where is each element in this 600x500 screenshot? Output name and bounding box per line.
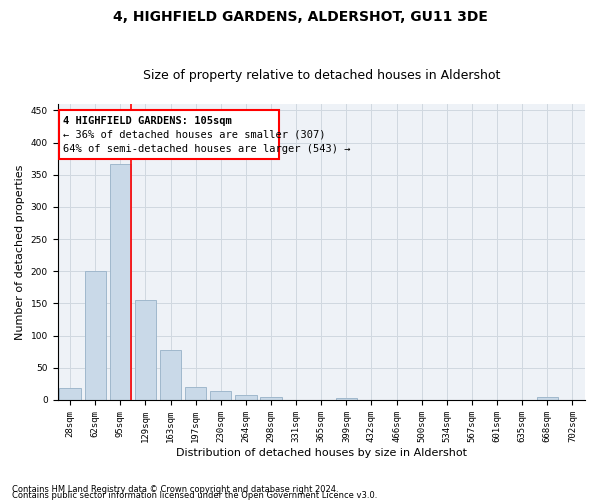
- Bar: [59, 110, 278, 158]
- Text: Contains public sector information licensed under the Open Government Licence v3: Contains public sector information licen…: [12, 490, 377, 500]
- Bar: [336, 398, 357, 400]
- Text: Contains HM Land Registry data © Crown copyright and database right 2024.: Contains HM Land Registry data © Crown c…: [12, 484, 338, 494]
- Bar: [110, 164, 131, 400]
- Bar: [135, 300, 156, 400]
- Bar: [536, 398, 558, 400]
- Bar: [185, 387, 206, 400]
- Title: Size of property relative to detached houses in Aldershot: Size of property relative to detached ho…: [143, 69, 500, 82]
- Bar: [59, 388, 81, 400]
- Bar: [260, 397, 282, 400]
- Text: 4, HIGHFIELD GARDENS, ALDERSHOT, GU11 3DE: 4, HIGHFIELD GARDENS, ALDERSHOT, GU11 3D…: [113, 10, 487, 24]
- Text: 4 HIGHFIELD GARDENS: 105sqm: 4 HIGHFIELD GARDENS: 105sqm: [62, 116, 232, 126]
- Bar: [85, 270, 106, 400]
- Text: ← 36% of detached houses are smaller (307): ← 36% of detached houses are smaller (30…: [62, 130, 325, 140]
- Bar: [160, 350, 181, 400]
- X-axis label: Distribution of detached houses by size in Aldershot: Distribution of detached houses by size …: [176, 448, 467, 458]
- Bar: [210, 391, 232, 400]
- Bar: [235, 396, 257, 400]
- Text: 64% of semi-detached houses are larger (543) →: 64% of semi-detached houses are larger (…: [62, 144, 350, 154]
- Y-axis label: Number of detached properties: Number of detached properties: [15, 164, 25, 340]
